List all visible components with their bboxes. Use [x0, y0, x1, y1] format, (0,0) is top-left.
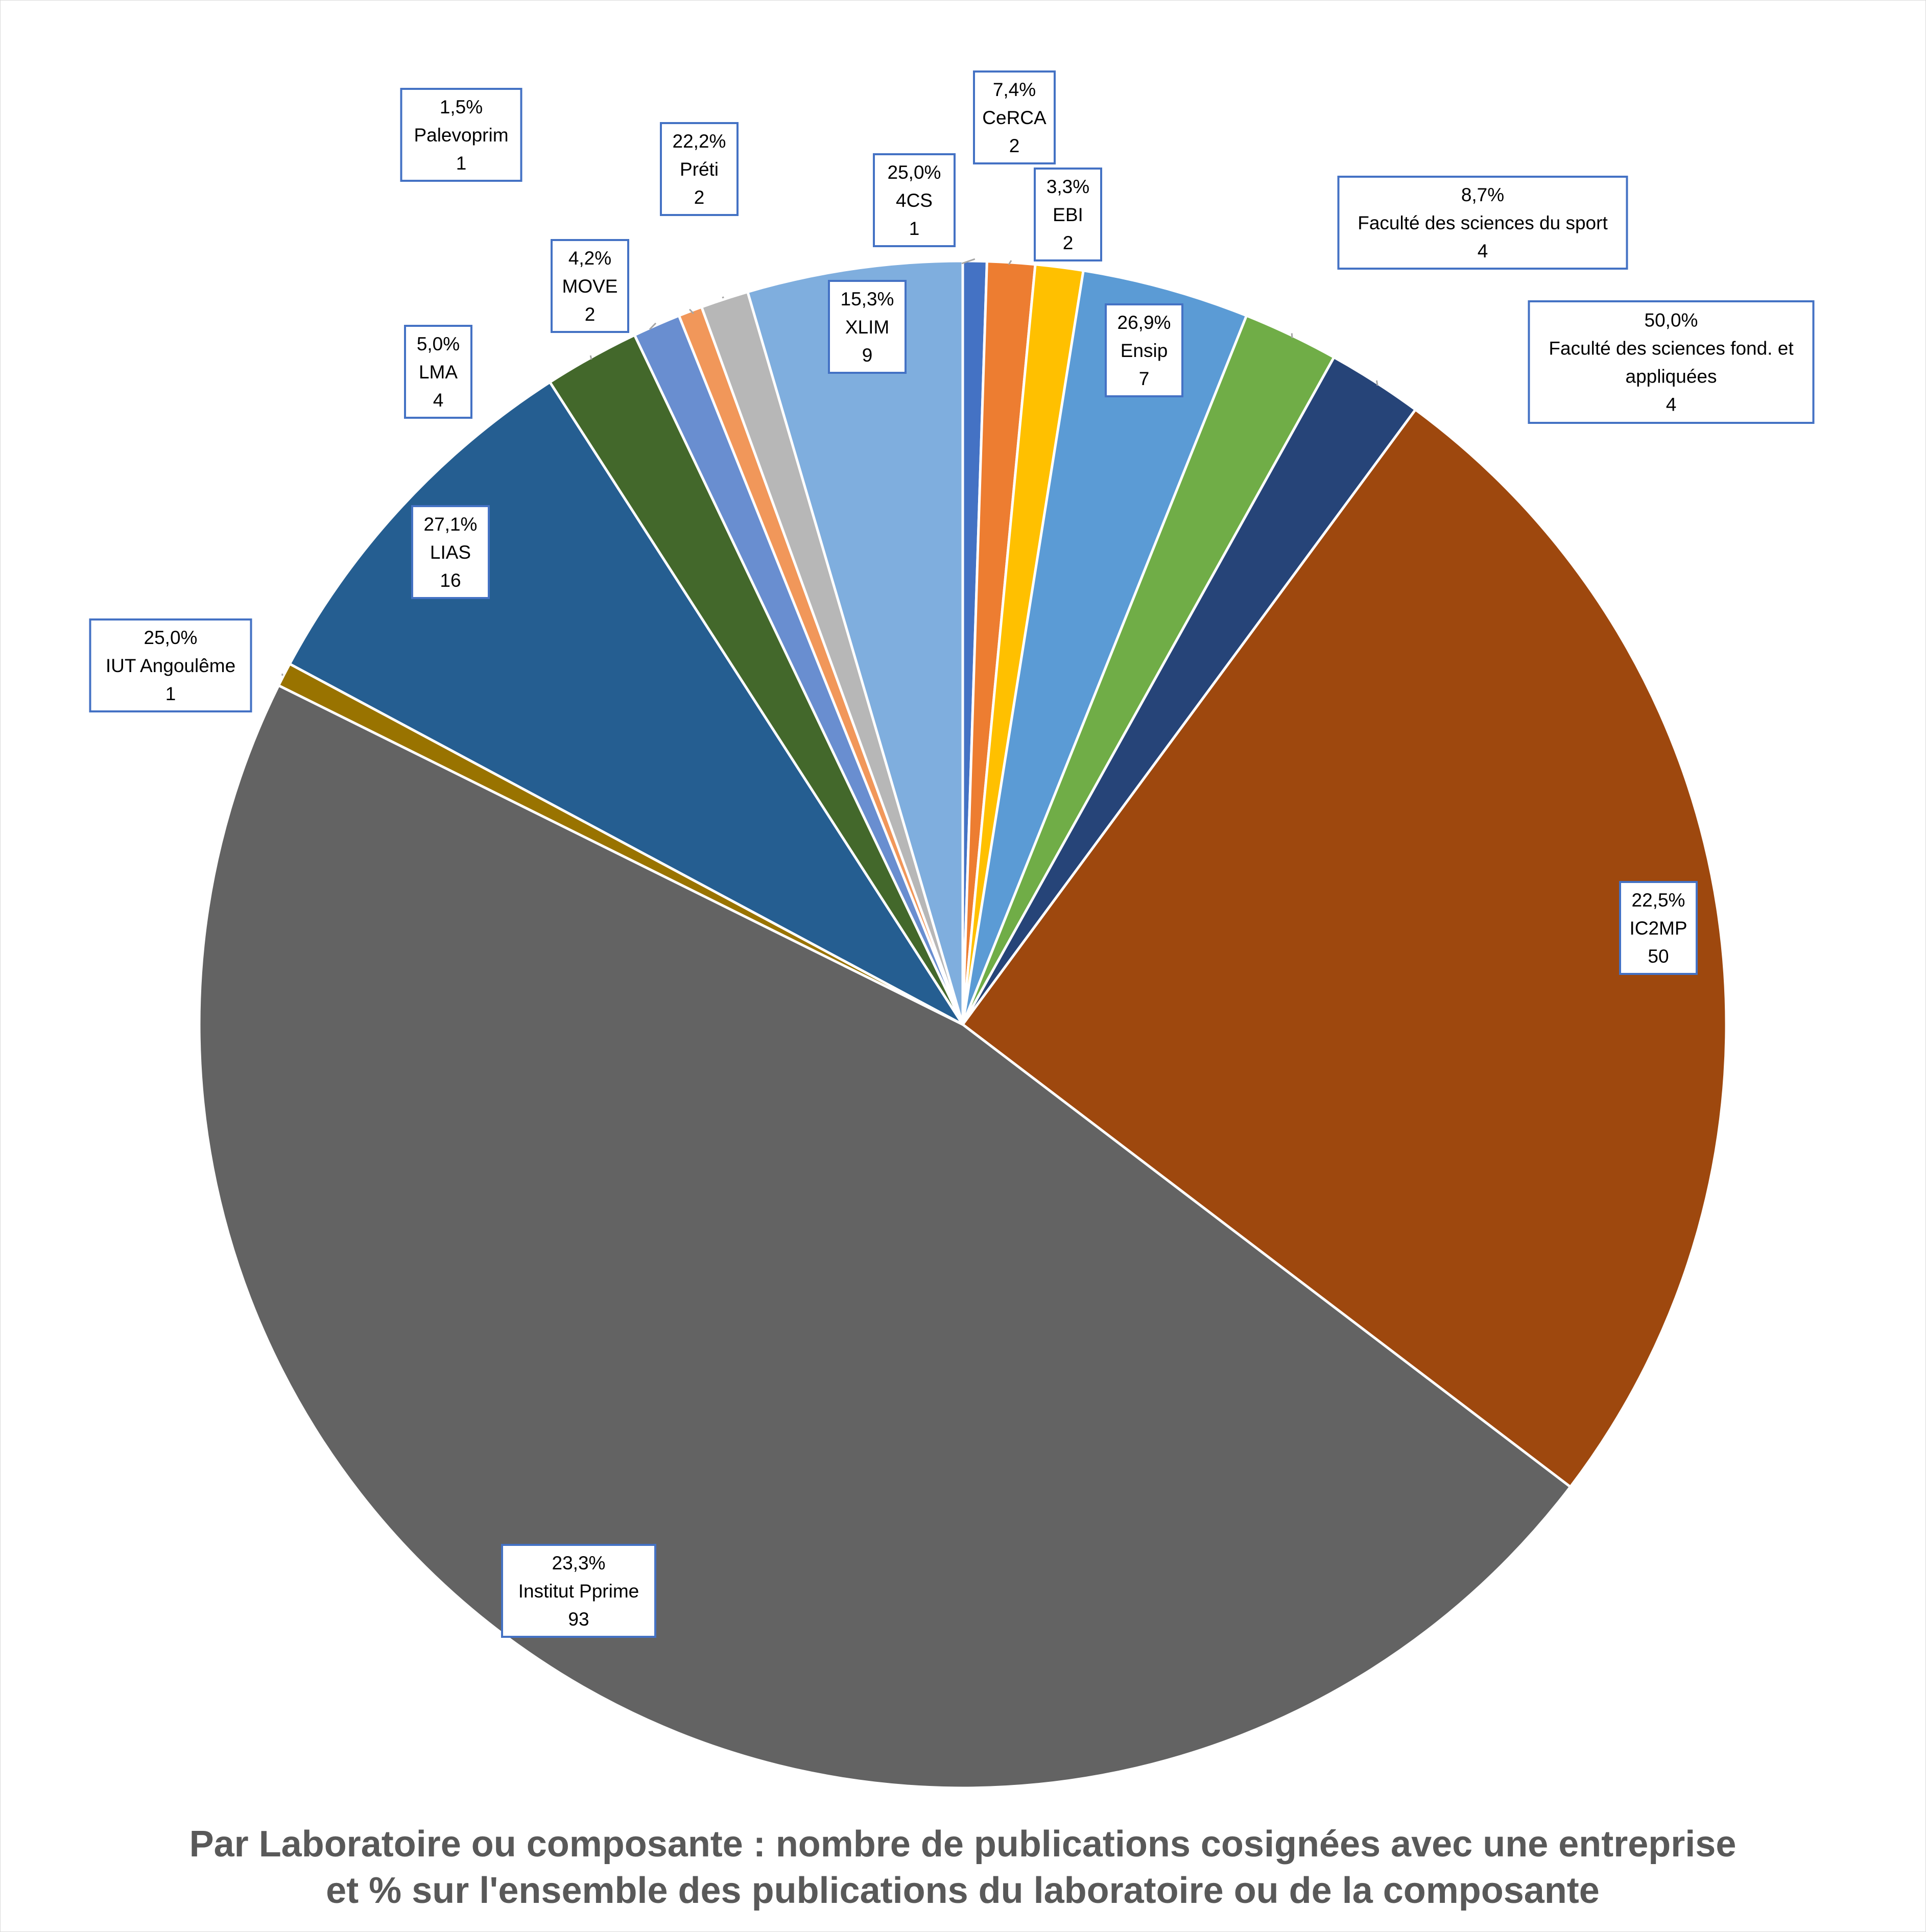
data-label-box	[551, 239, 629, 333]
data-label-lias: 27,1% LIAS 16	[411, 505, 490, 599]
leader-line-4cs	[961, 258, 976, 265]
pie-slice-ic2mp	[961, 408, 1728, 1488]
leader-line-palevoprim	[688, 308, 695, 315]
leader-line-preti	[722, 296, 724, 299]
data-label-value: 93	[568, 1609, 589, 1630]
chart-title-line-2: et % sur l'ensemble des publications du …	[326, 1870, 1600, 1911]
data-label-iut-angouleme: 25,0% IUT Angoulême 1	[89, 618, 252, 712]
data-label-percent: 22,2%	[673, 131, 726, 152]
data-label-move: 4,2% MOVE 2	[551, 239, 629, 333]
data-label-percent: 4,2%	[568, 248, 611, 269]
data-label-value: 9	[862, 345, 873, 366]
data-label-box	[660, 122, 739, 216]
data-label-percent: 8,7%	[1461, 184, 1504, 205]
data-label-faculte-des-sciences-fond-et-appliquees: 50,0% Faculté des sciences fond. et appliq…	[1528, 300, 1815, 424]
data-label-name: Institut Pprime	[518, 1581, 639, 1602]
leader-lines	[281, 258, 1378, 676]
data-label-name: Préti	[680, 159, 719, 180]
data-label-name: LIAS	[430, 542, 471, 563]
data-label-box	[404, 325, 472, 419]
leader-line-faculte-des-sciences-fond-et-appliquees	[1375, 380, 1378, 386]
data-label-cerca: 7,4% CeRCA 2	[973, 70, 1056, 164]
data-labels: 25,0%4CS17,4%CeRCA23,3%EBI226,9%Ensip78,…	[89, 70, 1815, 1638]
data-label-value: 1	[909, 218, 920, 239]
data-label-percent: 1,5%	[440, 97, 483, 117]
leader-line-move	[649, 322, 657, 330]
data-label-ic2mp: 22,5% IC2MP 50	[1619, 881, 1698, 975]
data-label-name: IC2MP	[1629, 918, 1687, 939]
data-label-palevoprim: 1,5% Palevoprim 1	[400, 88, 522, 182]
data-label-percent: 15,3%	[841, 289, 894, 309]
data-label-percent: 5,0%	[417, 333, 460, 354]
pie-slice-institut-pprime	[198, 684, 1572, 1790]
data-label-box	[501, 1544, 656, 1638]
data-label-percent: 25,0%	[144, 627, 198, 648]
leader-line-cerca	[1008, 260, 1012, 265]
data-label-box	[873, 153, 956, 247]
pie-slices	[198, 259, 1728, 1790]
data-label-percent: 22,5%	[1632, 890, 1685, 911]
data-label-4cs: 25,0% 4CS 1	[873, 153, 956, 247]
data-label-box	[1619, 881, 1698, 975]
pie-slice-xlim	[746, 259, 964, 1026]
data-label-percent: 50,0%	[1645, 310, 1698, 331]
data-label-name: IUT Angoulême	[106, 655, 235, 676]
data-label-box	[1528, 300, 1815, 424]
data-label-box	[89, 618, 252, 712]
data-label-percent: 26,9%	[1117, 312, 1171, 333]
data-label-ebi: 3,3% EBI 2	[1034, 168, 1102, 261]
data-label-value: 4	[1478, 241, 1488, 261]
leader-line-lma	[589, 355, 592, 360]
data-label-name: EBI	[1053, 204, 1083, 225]
chart-title-line-1: Par Laboratoire ou composante : nombre d…	[189, 1824, 1737, 1865]
data-label-name: LMA	[419, 362, 458, 383]
data-label-percent: 25,0%	[888, 162, 941, 183]
data-label-name: appliquées	[1626, 366, 1717, 387]
data-label-box	[411, 505, 490, 599]
data-label-institut-pprime: 23,3% Institut Pprime 93	[501, 1544, 656, 1638]
data-label-value: 16	[440, 570, 461, 591]
data-label-name: Palevoprim	[414, 125, 508, 146]
data-label-box	[1034, 168, 1102, 261]
data-label-percent: 27,1%	[424, 514, 478, 535]
data-label-value: 2	[694, 187, 705, 208]
data-label-box	[400, 88, 522, 182]
data-label-percent: 3,3%	[1047, 176, 1089, 197]
data-label-name: MOVE	[562, 276, 618, 297]
data-label-name: CeRCA	[982, 107, 1047, 128]
data-label-value: 2	[1063, 232, 1074, 253]
data-label-ensip: 26,9% Ensip 7	[1105, 303, 1183, 397]
data-label-value: 2	[585, 304, 596, 325]
data-label-value: 4	[1666, 394, 1677, 415]
data-label-name: Faculté des sciences du sport	[1358, 212, 1608, 233]
data-label-box	[1337, 176, 1628, 270]
data-label-faculte-des-sciences-du-sport: 8,7% Faculté des sciences du sport 4	[1337, 176, 1628, 270]
data-label-value: 1	[165, 683, 176, 704]
data-label-name: Faculté des sciences fond. et	[1549, 338, 1794, 359]
data-label-name: Ensip	[1121, 340, 1168, 361]
data-label-value: 2	[1009, 135, 1020, 156]
data-label-value: 7	[1139, 368, 1150, 389]
data-label-percent: 7,4%	[993, 79, 1036, 100]
data-label-preti: 22,2% Préti 2	[660, 122, 739, 216]
data-label-lma: 5,0% LMA 4	[404, 325, 472, 419]
data-label-xlim: 15,3% XLIM 9	[828, 280, 907, 374]
data-label-name: 4CS	[896, 190, 933, 211]
pie-slice-ensip	[961, 269, 1248, 1026]
data-label-name: XLIM	[845, 317, 889, 338]
data-label-percent: 23,3%	[552, 1553, 606, 1573]
data-label-box	[973, 70, 1056, 164]
data-label-value: 4	[433, 390, 444, 411]
data-label-value: 50	[1648, 946, 1669, 967]
data-label-box	[828, 280, 907, 374]
data-label-value: 1	[456, 153, 467, 174]
data-label-box	[1105, 303, 1183, 397]
